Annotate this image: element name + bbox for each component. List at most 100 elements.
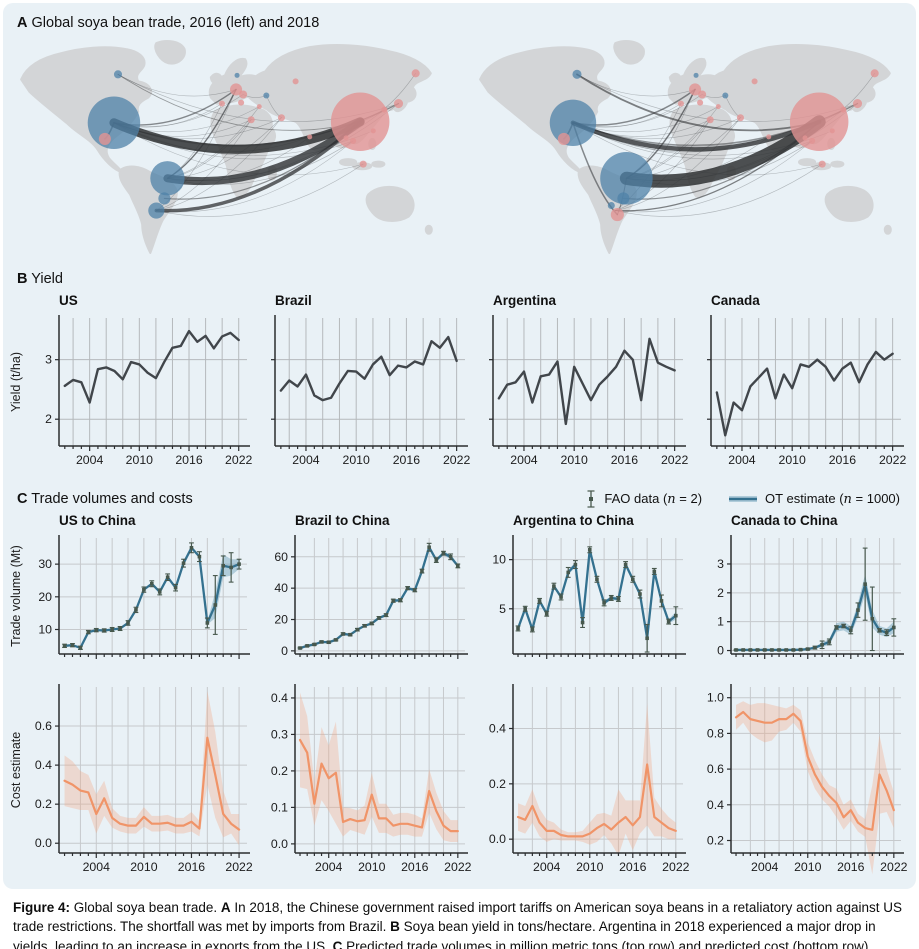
svg-text:2022: 2022: [662, 860, 690, 874]
svg-text:0.6: 0.6: [35, 719, 52, 733]
svg-text:2004: 2004: [315, 860, 343, 874]
cost-chart-argentina: 2004 2010 2016 2022 0.0 0.2 0.4: [489, 684, 690, 874]
svg-text:2022: 2022: [879, 453, 907, 467]
svg-text:2010: 2010: [130, 860, 158, 874]
yield-chart-argentina: 2004 2010 2016 2022: [489, 315, 688, 467]
svg-text:2022: 2022: [225, 860, 253, 874]
svg-text:60: 60: [274, 550, 288, 564]
svg-text:2004: 2004: [83, 860, 111, 874]
svg-text:2016: 2016: [619, 860, 647, 874]
svg-text:0.4: 0.4: [35, 758, 52, 772]
svg-text:2016: 2016: [611, 453, 639, 467]
section-c-title: C Trade volumes and costs: [3, 491, 193, 507]
svg-text:2022: 2022: [443, 453, 471, 467]
legend-ot-label: OT estimate (n = 1000): [765, 491, 900, 507]
chart-title: Argentina: [493, 293, 557, 308]
chart-title: Canada: [711, 293, 760, 308]
figure-caption: Figure 4: Global soya bean trade. A In 2…: [13, 900, 902, 949]
svg-text:10: 10: [492, 553, 506, 567]
svg-text:2016: 2016: [837, 860, 865, 874]
volume-chart-argentina: 5 10: [492, 535, 686, 659]
svg-text:2022: 2022: [880, 860, 908, 874]
svg-text:2004: 2004: [510, 453, 538, 467]
svg-text:2004: 2004: [728, 453, 756, 467]
svg-text:2010: 2010: [561, 453, 589, 467]
band-line-icon: [729, 496, 758, 502]
svg-text:0.4: 0.4: [271, 691, 288, 705]
yield-charts-row: US 2004 2010 2016 2022 2 3 Yield (t/ha) Brazil…: [3, 293, 916, 477]
errorbar-icon: [587, 490, 595, 508]
svg-text:2016: 2016: [393, 453, 421, 467]
section-c-header: C Trade volumes and costs FAO data (n = …: [3, 487, 916, 511]
section-c-text: Trade volumes and costs: [27, 491, 193, 507]
svg-text:2022: 2022: [444, 860, 472, 874]
svg-text:2010: 2010: [779, 453, 807, 467]
volume-chart-cell-canada: Canada to China 0 1 2 3: [697, 513, 909, 671]
svg-text:20: 20: [38, 590, 52, 604]
cost-chart-us: 2004 2010 2016 2022 0.0 0.2 0.4 0.6 Cost estimat…: [9, 684, 253, 874]
svg-text:0.0: 0.0: [489, 832, 506, 846]
chart-title: US to China: [59, 513, 136, 528]
svg-text:2010: 2010: [794, 860, 822, 874]
svg-text:0.2: 0.2: [35, 797, 52, 811]
svg-text:0: 0: [717, 644, 724, 658]
svg-text:2022: 2022: [225, 453, 253, 467]
svg-text:1.0: 1.0: [707, 691, 724, 705]
svg-text:0.0: 0.0: [35, 836, 52, 850]
svg-text:40: 40: [274, 581, 288, 595]
svg-text:Cost estimate: Cost estimate: [9, 732, 23, 808]
svg-text:2004: 2004: [751, 860, 779, 874]
figure-panel: A Global soya bean trade, 2016 (left) an…: [3, 3, 916, 889]
svg-text:0.1: 0.1: [271, 800, 288, 814]
svg-text:30: 30: [38, 557, 52, 571]
chart-title: US: [59, 293, 78, 308]
section-b-text: Yield: [27, 271, 63, 287]
svg-text:2010: 2010: [343, 453, 371, 467]
svg-text:0.2: 0.2: [489, 777, 506, 791]
svg-text:0.2: 0.2: [707, 834, 724, 848]
section-b-title: B Yield: [3, 271, 916, 287]
svg-text:2016: 2016: [829, 453, 857, 467]
yield-chart-canada: 2004 2010 2016 2022: [707, 315, 907, 467]
yield-chart-cell-argentina: Argentina 2004 2010 2016 2022: [479, 293, 691, 477]
svg-text:2010: 2010: [576, 860, 604, 874]
svg-text:2004: 2004: [76, 453, 104, 467]
svg-text:2010: 2010: [358, 860, 386, 874]
svg-text:0.2: 0.2: [271, 764, 288, 778]
svg-text:3: 3: [717, 557, 724, 571]
svg-text:0.0: 0.0: [271, 837, 288, 851]
svg-text:0.3: 0.3: [271, 727, 288, 741]
svg-text:5: 5: [499, 602, 506, 616]
section-a-letter: A: [17, 15, 28, 31]
chart-title: Brazil to China: [295, 513, 390, 528]
legend-item-ot: OT estimate (n = 1000): [728, 491, 900, 507]
svg-text:10: 10: [38, 622, 52, 636]
svg-text:0.8: 0.8: [707, 726, 724, 740]
volume-chart-cell-us: US to China 10 20 30 Trade volume (Mt): [7, 513, 255, 671]
cost-chart-canada: 2004 2010 2016 2022 0.2 0.4 0.6 0.8 1.0: [707, 684, 908, 875]
svg-text:0.6: 0.6: [707, 762, 724, 776]
chart-title: Argentina to China: [513, 513, 634, 528]
volume-charts-row: US to China 10 20 30 Trade volume (Mt) Braz…: [3, 513, 916, 671]
svg-text:20: 20: [274, 613, 288, 627]
yield-chart-cell-canada: Canada 2004 2010 2016 2022: [697, 293, 909, 477]
svg-text:2016: 2016: [178, 860, 206, 874]
section-a-title: A Global soya bean trade, 2016 (left) an…: [3, 15, 916, 31]
svg-text:2004: 2004: [292, 453, 320, 467]
svg-text:1: 1: [717, 615, 724, 629]
yield-chart-brazil: 2004 2010 2016 2022: [271, 315, 471, 467]
svg-text:2: 2: [717, 586, 724, 600]
volume-chart-cell-argentina: Argentina to China 5 10: [479, 513, 691, 671]
svg-text:0: 0: [281, 644, 288, 658]
svg-text:3: 3: [45, 353, 52, 367]
svg-text:Trade volume (Mt): Trade volume (Mt): [9, 545, 23, 647]
section-c-letter: C: [17, 491, 28, 507]
chart-title: Canada to China: [731, 513, 838, 528]
legend-fao-label: FAO data (n = 2): [604, 491, 703, 507]
volume-chart-cell-brazil: Brazil to China 0 20 40 60: [261, 513, 473, 671]
volume-chart-us: 10 20 30 Trade volume (Mt): [9, 535, 250, 659]
svg-text:2010: 2010: [126, 453, 154, 467]
svg-text:2: 2: [45, 412, 52, 426]
yield-chart-cell-us: US 2004 2010 2016 2022 2 3 Yield (t/ha): [7, 293, 255, 477]
volume-chart-canada: 0 1 2 3: [717, 535, 904, 659]
